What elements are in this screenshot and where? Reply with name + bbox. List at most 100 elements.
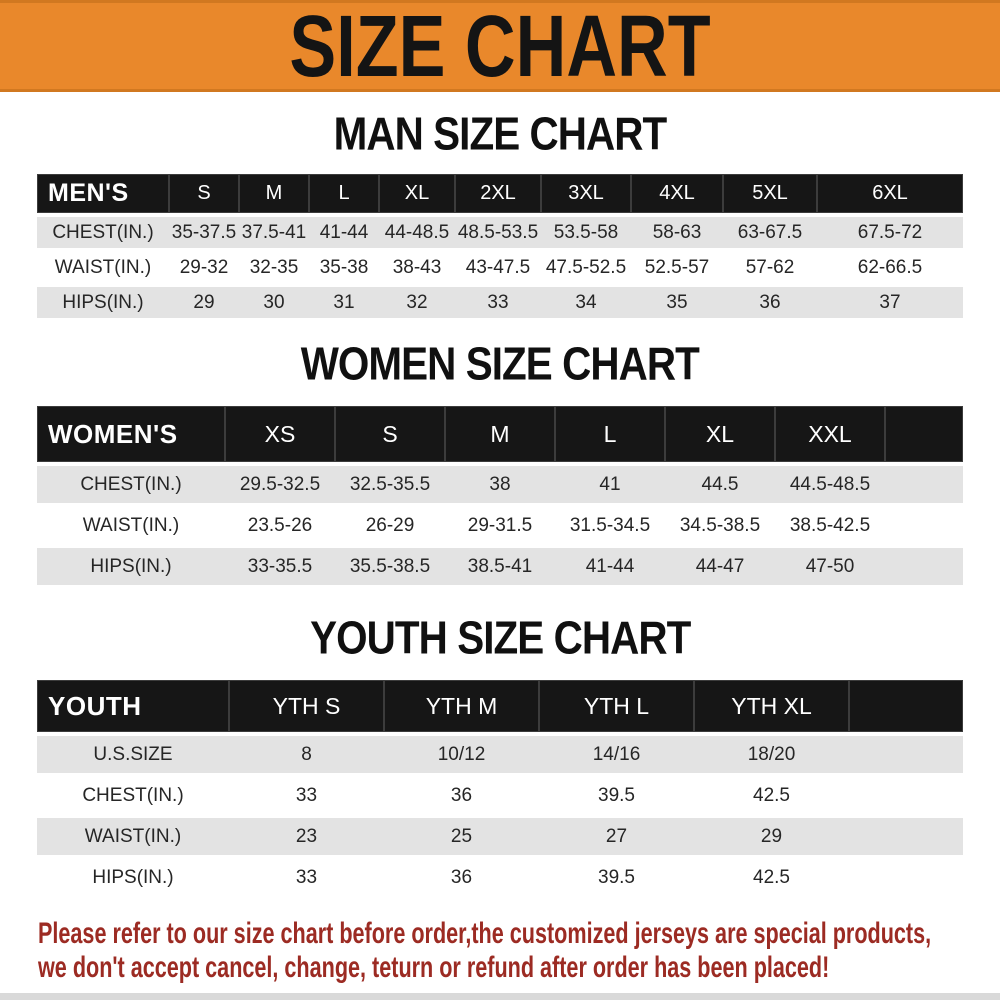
spacer-cell — [849, 855, 963, 896]
women-size-table: WOMEN'S XS S M L XL XXL CHEST(IN.) 29.5-32.5 32… — [37, 406, 963, 585]
size-value-cell: 47.5-52.5 — [541, 248, 631, 285]
women-header-label: WOMEN'S — [37, 406, 225, 464]
column-header: XS — [225, 406, 335, 464]
column-header: 4XL — [631, 174, 723, 215]
spacer-cell — [849, 732, 963, 775]
women-section-title: WOMEN SIZE CHART — [0, 339, 1000, 389]
row-label: CHEST(IN.) — [37, 462, 225, 505]
size-value-cell: 48.5-53.5 — [455, 213, 541, 250]
spacer-cell — [885, 544, 963, 585]
women-section-title-text: WOMEN SIZE CHART — [300, 338, 700, 391]
row-label: WAIST(IN.) — [37, 248, 169, 285]
column-header: S — [335, 406, 445, 464]
spacer-cell — [849, 773, 963, 816]
table-row: WAIST(IN.) 23.5-26 26-29 29-31.5 31.5-34.5 34… — [37, 503, 963, 546]
column-header: YTH L — [539, 680, 694, 734]
spacer-cell — [885, 406, 963, 464]
size-value-cell: 23 — [229, 814, 384, 857]
size-value-cell: 8 — [229, 732, 384, 775]
size-value-cell: 25 — [384, 814, 539, 857]
column-header: L — [309, 174, 379, 215]
size-value-cell: 38-43 — [379, 248, 455, 285]
youth-header-label: YOUTH — [37, 680, 229, 734]
column-header: XXL — [775, 406, 885, 464]
disclaimer-line-2: we don't accept cancel, change, teturn o… — [38, 951, 830, 984]
row-label: CHEST(IN.) — [37, 213, 169, 250]
size-value-cell: 32-35 — [239, 248, 309, 285]
size-value-cell: 36 — [384, 855, 539, 896]
youth-size-table: YOUTH YTH S YTH M YTH L YTH XL U.S.SIZE 8 10/… — [37, 680, 963, 896]
size-value-cell: 39.5 — [539, 773, 694, 816]
men-size-table: MEN'S S M L XL 2XL 3XL 4XL 5XL 6XL CHEST(IN.) 35-… — [37, 174, 963, 318]
size-value-cell: 14/16 — [539, 732, 694, 775]
column-header: YTH XL — [694, 680, 849, 734]
size-value-cell: 32 — [379, 283, 455, 318]
size-value-cell: 57-62 — [723, 248, 817, 285]
youth-section-title-text: YOUTH SIZE CHART — [309, 612, 691, 665]
youth-header-row: YOUTH YTH S YTH M YTH L YTH XL — [37, 680, 963, 734]
men-section-title: MAN SIZE CHART — [0, 109, 1000, 159]
size-value-cell: 43-47.5 — [455, 248, 541, 285]
size-value-cell: 42.5 — [694, 855, 849, 896]
column-header: M — [239, 174, 309, 215]
size-value-cell: 62-66.5 — [817, 248, 963, 285]
column-header: S — [169, 174, 239, 215]
women-header-row: WOMEN'S XS S M L XL XXL — [37, 406, 963, 464]
size-value-cell: 44-47 — [665, 544, 775, 585]
column-header: M — [445, 406, 555, 464]
size-value-cell: 29.5-32.5 — [225, 462, 335, 505]
page-title: SIZE CHART — [289, 0, 711, 96]
men-header-row: MEN'S S M L XL 2XL 3XL 4XL 5XL 6XL — [37, 174, 963, 215]
size-value-cell: 58-63 — [631, 213, 723, 250]
size-value-cell: 33-35.5 — [225, 544, 335, 585]
row-label: U.S.SIZE — [37, 732, 229, 775]
size-value-cell: 31.5-34.5 — [555, 503, 665, 546]
size-value-cell: 29-31.5 — [445, 503, 555, 546]
size-value-cell: 67.5-72 — [817, 213, 963, 250]
size-value-cell: 10/12 — [384, 732, 539, 775]
size-value-cell: 33 — [229, 855, 384, 896]
table-row: U.S.SIZE 8 10/12 14/16 18/20 — [37, 732, 963, 775]
banner: SIZE CHART — [0, 0, 1000, 92]
table-row: HIPS(IN.) 33-35.5 35.5-38.5 38.5-41 41-44 44-… — [37, 544, 963, 585]
row-label: HIPS(IN.) — [37, 283, 169, 318]
size-value-cell: 26-29 — [335, 503, 445, 546]
row-label: WAIST(IN.) — [37, 814, 229, 857]
disclaimer-line-1: Please refer to our size chart before or… — [38, 917, 932, 950]
size-value-cell: 33 — [229, 773, 384, 816]
size-value-cell: 41 — [555, 462, 665, 505]
size-value-cell: 41-44 — [309, 213, 379, 250]
size-value-cell: 36 — [384, 773, 539, 816]
column-header: 2XL — [455, 174, 541, 215]
size-value-cell: 63-67.5 — [723, 213, 817, 250]
column-header: XL — [379, 174, 455, 215]
bottom-strip — [0, 993, 1000, 1000]
size-value-cell: 33 — [455, 283, 541, 318]
size-value-cell: 35 — [631, 283, 723, 318]
size-value-cell: 41-44 — [555, 544, 665, 585]
size-value-cell: 30 — [239, 283, 309, 318]
row-label: WAIST(IN.) — [37, 503, 225, 546]
size-value-cell: 29 — [694, 814, 849, 857]
spacer-cell — [885, 503, 963, 546]
size-value-cell: 44-48.5 — [379, 213, 455, 250]
size-value-cell: 35-38 — [309, 248, 379, 285]
table-row: HIPS(IN.) 29 30 31 32 33 34 35 36 37 — [37, 283, 963, 318]
table-row: WAIST(IN.) 29-32 32-35 35-38 38-43 43-47.5 47.… — [37, 248, 963, 285]
size-value-cell: 44.5-48.5 — [775, 462, 885, 505]
spacer-cell — [849, 814, 963, 857]
men-size-chart-section: MAN SIZE CHART MEN'S S M L XL 2XL 3XL 4XL 5XL 6X… — [0, 109, 1000, 318]
size-value-cell: 39.5 — [539, 855, 694, 896]
disclaimer: Please refer to our size chart before or… — [38, 917, 974, 985]
size-value-cell: 38.5-42.5 — [775, 503, 885, 546]
column-header: 6XL — [817, 174, 963, 215]
size-value-cell: 42.5 — [694, 773, 849, 816]
men-header-label: MEN'S — [37, 174, 169, 215]
size-value-cell: 18/20 — [694, 732, 849, 775]
size-value-cell: 35.5-38.5 — [335, 544, 445, 585]
table-row: CHEST(IN.) 33 36 39.5 42.5 — [37, 773, 963, 816]
youth-section-title: YOUTH SIZE CHART — [0, 613, 1000, 663]
table-row: CHEST(IN.) 35-37.5 37.5-41 41-44 44-48.5 48.5… — [37, 213, 963, 250]
table-row: HIPS(IN.) 33 36 39.5 42.5 — [37, 855, 963, 896]
